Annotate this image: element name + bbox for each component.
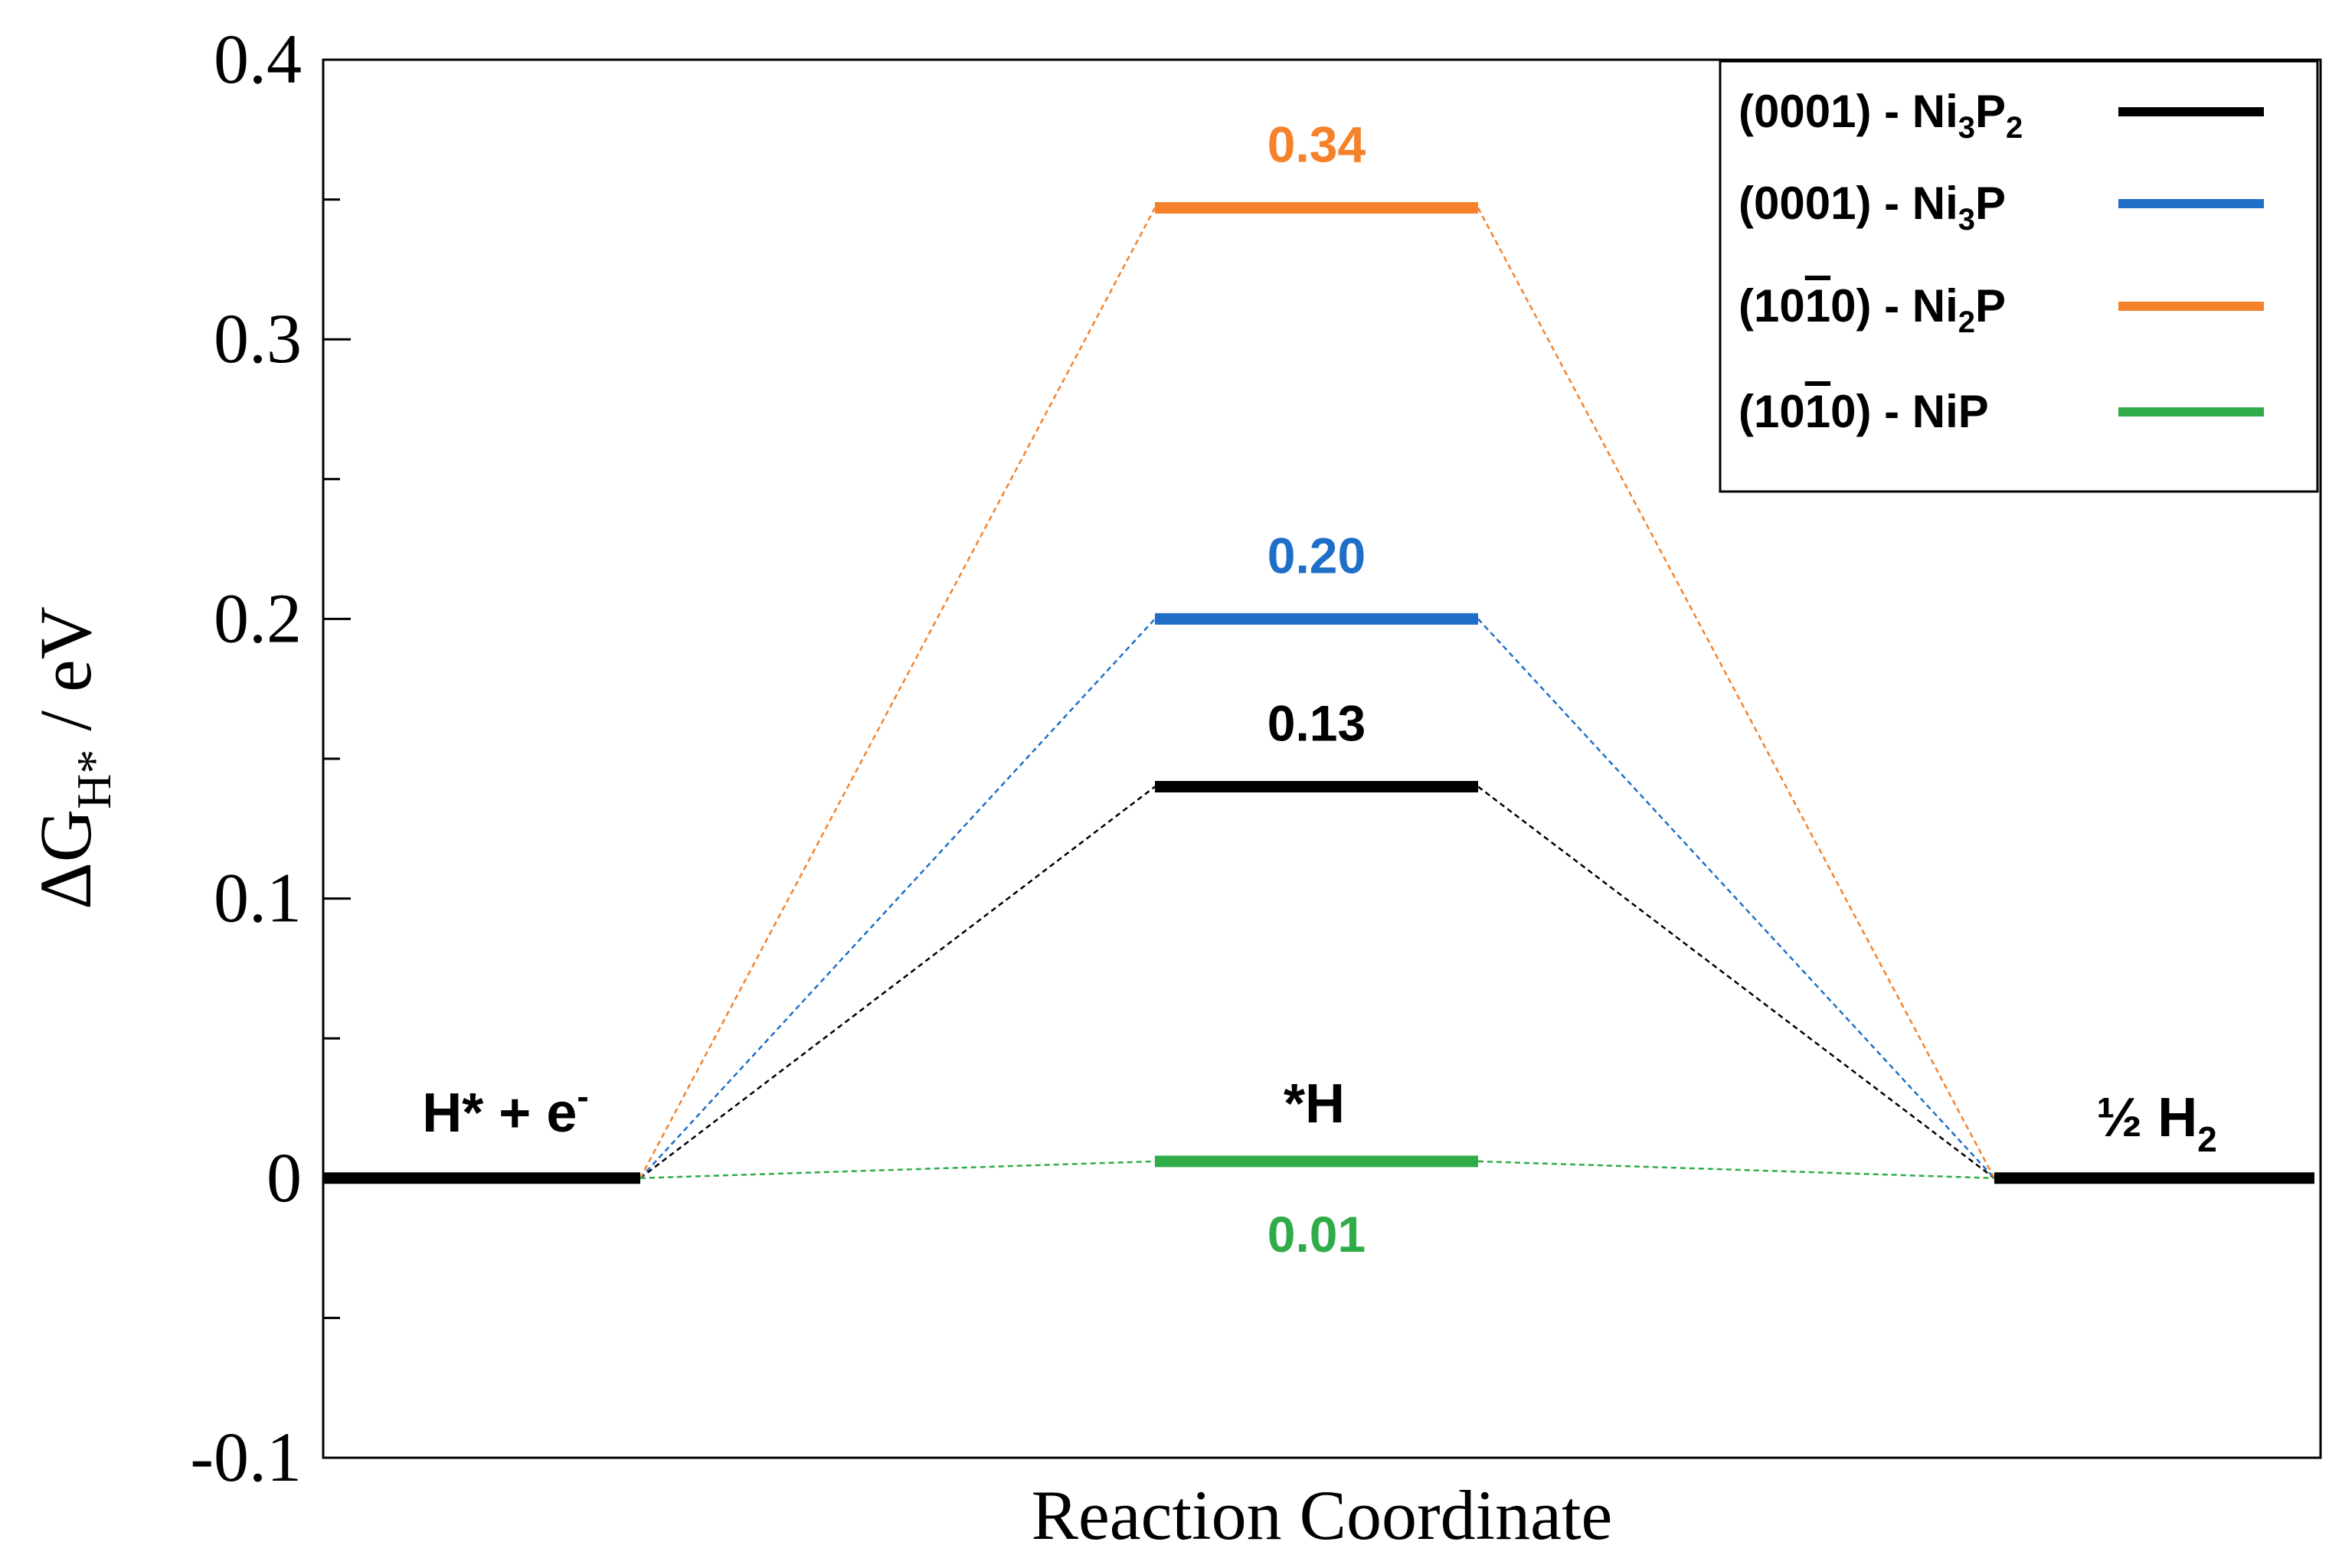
state-label-initial: H* + e- bbox=[422, 1076, 588, 1144]
legend-label-ni3p: (0001) - Ni3P bbox=[1739, 178, 2006, 237]
legend-label-ni3p2: (0001) - Ni3P2 bbox=[1739, 86, 2023, 145]
legend-label-ni2p: (1010) - Ni2P bbox=[1739, 280, 2006, 339]
state-label-final: ½ H2 bbox=[2096, 1087, 2217, 1159]
y-tick-label: 0.4 bbox=[214, 20, 302, 98]
connector-ni3p2-2 bbox=[1477, 786, 1995, 1179]
legend-box bbox=[1719, 60, 2319, 493]
value-label-ni3p: 0.20 bbox=[1267, 527, 1366, 583]
connector-ni3p-1 bbox=[639, 618, 1156, 1179]
state-label-intermediate: *H bbox=[1284, 1073, 1345, 1135]
connector-ni3p-2 bbox=[1477, 618, 1995, 1179]
y-tick-label: 0.1 bbox=[214, 859, 302, 937]
x-axis-label: Reaction Coordinate bbox=[1032, 1476, 1613, 1554]
connector-ni3p2-1 bbox=[639, 786, 1156, 1179]
connector-nip-1 bbox=[639, 1160, 1156, 1180]
value-label-ni2p: 0.34 bbox=[1267, 116, 1366, 173]
value-label-ni3p2: 0.13 bbox=[1267, 695, 1366, 752]
y-axis-label: ΔGH* / eV bbox=[25, 606, 121, 910]
y-tick-label: 0.3 bbox=[214, 299, 302, 377]
y-tick-label: 0.2 bbox=[214, 579, 302, 657]
legend-label-nip: (1010) - NiP bbox=[1739, 386, 1989, 437]
value-label-nip: 0.01 bbox=[1267, 1206, 1366, 1263]
connector-ni2p-1 bbox=[639, 207, 1156, 1179]
connector-nip-2 bbox=[1477, 1160, 1995, 1180]
y-tick-label: 0 bbox=[267, 1138, 302, 1217]
y-tick-label: -0.1 bbox=[190, 1418, 302, 1496]
